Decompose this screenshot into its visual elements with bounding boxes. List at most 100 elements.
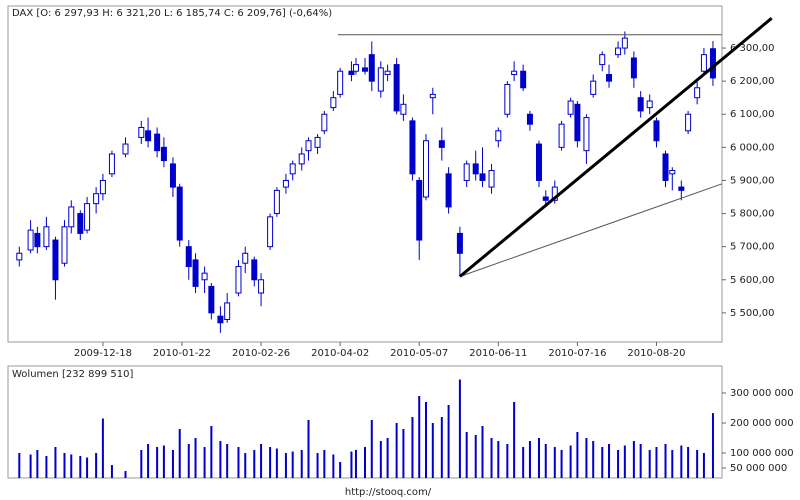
candle-body — [52, 239, 59, 281]
candle-body — [400, 103, 407, 115]
candle-body — [472, 163, 479, 175]
y-tick-label: 5 800,00 — [730, 209, 775, 220]
candle-body — [567, 100, 574, 115]
volume-bar — [284, 453, 287, 478]
volume-bar — [592, 441, 595, 478]
volume-bar — [655, 447, 658, 478]
volume-bar — [702, 453, 705, 478]
volume-bar — [323, 450, 326, 478]
volume-bar — [124, 471, 127, 478]
y-tick-label: 5 500,00 — [730, 308, 775, 319]
candle-body — [678, 186, 685, 191]
volume-bar — [210, 426, 213, 478]
candle-body — [160, 146, 167, 162]
volume-bar — [696, 450, 699, 478]
y-tick-label: 6 200,00 — [730, 76, 775, 87]
volume-bar — [203, 447, 206, 478]
candle-body — [169, 163, 176, 188]
candle-body — [384, 70, 391, 76]
candle-body — [68, 206, 75, 228]
volume-bar — [671, 450, 674, 478]
candle-body — [305, 140, 312, 152]
volume-bar — [147, 444, 150, 478]
candle-body — [445, 173, 452, 208]
volume-bar — [187, 444, 190, 478]
price-title: DAX [O: 6 297,93 H: 6 321,20 L: 6 185,74… — [12, 8, 332, 19]
candle-body — [653, 120, 660, 142]
candle-body — [590, 80, 597, 95]
source-url: http://stooq.com/ — [345, 487, 432, 498]
candle-body — [621, 37, 628, 49]
candle-body — [16, 252, 23, 261]
candle-body — [314, 136, 321, 148]
volume-bar — [86, 457, 89, 478]
y-tick-label: 6 000,00 — [730, 142, 775, 153]
candle-body — [495, 130, 502, 142]
volume-bar — [632, 441, 635, 478]
volume-bar — [36, 450, 39, 478]
y-tick-label: 300 000 000 — [730, 388, 794, 399]
candle-body — [520, 70, 527, 89]
volume-bar — [269, 447, 272, 478]
candle-body — [84, 203, 91, 231]
volume-bar — [291, 451, 294, 478]
y-tick-label: 200 000 000 — [730, 418, 794, 429]
volume-bar — [664, 444, 667, 478]
candle-body — [185, 246, 192, 268]
volume-bar — [474, 435, 477, 478]
y-tick-label: 5 700,00 — [730, 242, 775, 253]
volume-bar — [364, 447, 366, 478]
candle-body — [456, 232, 463, 254]
candle-body — [685, 113, 692, 132]
candle-body — [34, 232, 41, 248]
candle-body — [438, 140, 445, 148]
candle-body — [504, 83, 511, 115]
x-tick-label: 2009-12-18 — [74, 348, 132, 359]
volume-bar — [711, 413, 714, 478]
volume-bar — [18, 453, 21, 478]
volume-bar — [219, 441, 222, 478]
candle-body — [637, 97, 644, 112]
volume-bar — [332, 454, 335, 478]
volume-bar — [79, 456, 82, 478]
volume-bar — [386, 438, 389, 478]
candle-body — [235, 266, 242, 294]
x-tick-label: 2010-02-26 — [232, 348, 290, 359]
volume-bar — [506, 444, 509, 478]
candle-body — [606, 74, 613, 82]
candle-body — [348, 70, 355, 76]
volume-bar — [237, 447, 240, 478]
candle-body — [669, 170, 676, 175]
candle-body — [154, 133, 161, 152]
candle-body — [429, 93, 436, 99]
candle-body — [362, 67, 368, 72]
candle-body — [368, 54, 375, 82]
candle-body — [330, 97, 337, 109]
x-tick-label: 2010-08-20 — [627, 348, 685, 359]
candle-body — [282, 179, 289, 188]
candle-body — [77, 213, 84, 234]
x-tick-label: 2010-04-02 — [311, 348, 369, 359]
candle-body — [108, 153, 115, 175]
volume-bar — [194, 438, 197, 478]
candle-body — [267, 216, 274, 248]
candle-body — [409, 120, 416, 175]
volume-bar — [63, 453, 66, 478]
volume-bar — [162, 445, 165, 478]
candle-body — [646, 100, 653, 109]
volume-bar — [379, 441, 382, 478]
volume-bar — [617, 450, 620, 478]
candle-body — [201, 272, 208, 281]
candle-body — [542, 196, 549, 201]
x-tick-label: 2010-01-22 — [153, 348, 211, 359]
volume-bar — [171, 450, 174, 478]
candle-body — [192, 259, 199, 287]
y-tick-label: 5 600,00 — [730, 275, 775, 286]
y-tick-label: 6 300,00 — [730, 43, 775, 54]
volume-bar — [260, 444, 263, 478]
candle-body — [479, 173, 486, 181]
volume-bar — [623, 445, 626, 478]
candle-body — [145, 130, 152, 142]
candle-body — [463, 163, 470, 181]
